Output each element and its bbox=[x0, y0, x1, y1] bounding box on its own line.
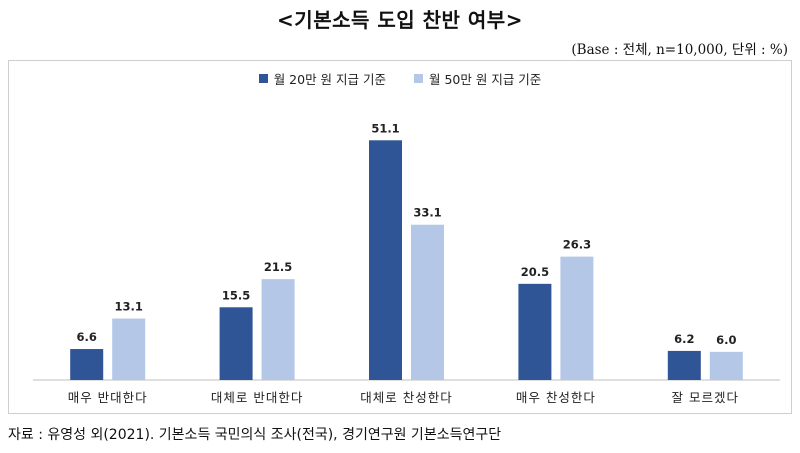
bar bbox=[112, 318, 146, 380]
base-note: (Base : 전체, n=10,000, 단위 : %) bbox=[571, 42, 788, 58]
data-label: 51.1 bbox=[371, 121, 399, 135]
data-label: 13.1 bbox=[115, 300, 143, 314]
bar bbox=[667, 350, 701, 380]
bar bbox=[518, 283, 552, 380]
legend-item-series2: 월 50만 원 지급 기준 bbox=[414, 69, 541, 88]
bar bbox=[70, 349, 104, 380]
chart-title: <기본소득 도입 찬반 여부> bbox=[277, 8, 523, 32]
bar bbox=[411, 224, 444, 380]
bar bbox=[560, 256, 594, 380]
source-note: 자료 : 유영성 외(2021). 기본소득 국민의식 조사(전국), 경기연구… bbox=[8, 427, 502, 443]
data-label: 15.5 bbox=[222, 288, 250, 302]
data-label: 6.0 bbox=[716, 333, 736, 347]
legend-swatch-series2 bbox=[414, 74, 423, 83]
data-label: 21.5 bbox=[264, 260, 292, 274]
legend-label-series1: 월 20만 원 지급 기준 bbox=[273, 72, 386, 87]
legend-label-series2: 월 50만 원 지급 기준 bbox=[429, 72, 542, 87]
bar bbox=[709, 351, 743, 380]
bar bbox=[369, 140, 402, 380]
data-label: 6.6 bbox=[77, 330, 97, 344]
x-tick-label: 대체로 찬성한다 bbox=[360, 390, 452, 405]
data-label: 33.1 bbox=[413, 206, 441, 220]
data-label: 6.2 bbox=[674, 332, 694, 346]
x-tick-label: 대체로 반대한다 bbox=[211, 390, 303, 405]
x-tick-label: 매우 반대한다 bbox=[68, 390, 148, 405]
data-label: 26.3 bbox=[563, 238, 591, 252]
data-label: 20.5 bbox=[521, 265, 549, 279]
x-tick-label: 매우 찬성한다 bbox=[516, 390, 596, 405]
legend-item-series1: 월 20만 원 지급 기준 bbox=[258, 69, 386, 88]
bar bbox=[261, 279, 295, 380]
x-tick-label: 잘 모르겠다 bbox=[672, 390, 739, 405]
legend: 월 20만 원 지급 기준 월 50만 원 지급 기준 bbox=[0, 69, 800, 88]
chart-frame bbox=[8, 60, 792, 414]
bar bbox=[219, 307, 253, 380]
legend-swatch-series1 bbox=[258, 74, 268, 83]
